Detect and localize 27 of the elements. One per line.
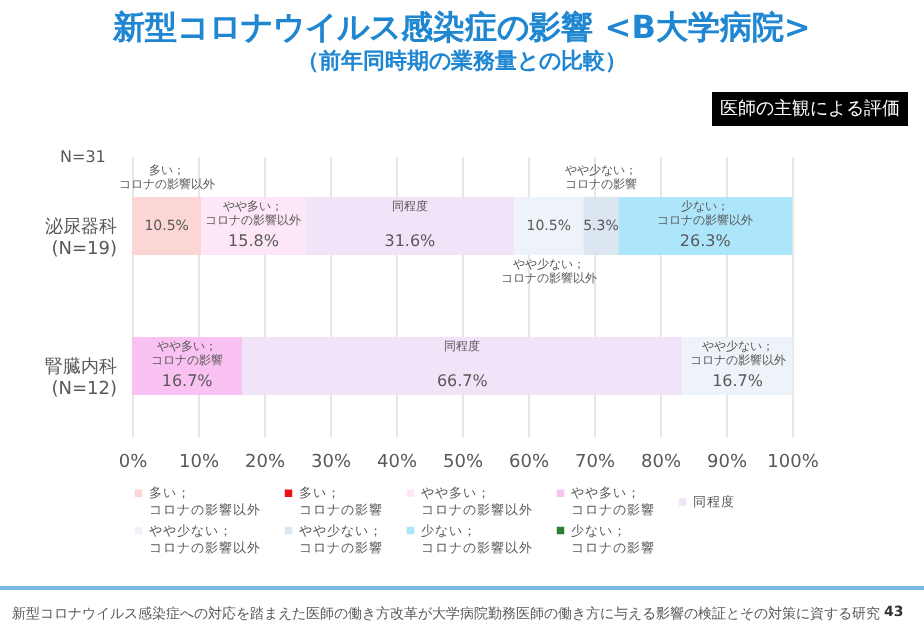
x-tick-label: 30%: [310, 453, 352, 473]
data-label: 16.7%: [712, 372, 764, 390]
data-label: 16.7%: [161, 372, 214, 390]
bar: [132, 197, 202, 255]
y-tick-label: 泌尿器科 (N=19): [45, 216, 117, 260]
x-tick-label: 50%: [442, 453, 484, 473]
data-label: 31.6%: [384, 232, 437, 250]
x-tick-label: 90%: [706, 453, 748, 473]
chart-subtitle: （前年同時期の業務量との比較）: [297, 48, 627, 74]
x-tick-label: 70%: [574, 453, 616, 473]
bar: [242, 337, 683, 395]
x-tick-label: 40%: [376, 453, 418, 473]
y-tick-label: 腎臓内科 (N=12): [45, 356, 117, 400]
x-tick-label: 80%: [640, 453, 682, 473]
chart-title: 新型コロナウイルス感染症の影響 <B大学病院>: [111, 8, 811, 46]
text: 医師の主観による評価: [712, 92, 908, 126]
x-tick-label: 0%: [118, 453, 149, 473]
bar: [514, 197, 584, 255]
x-tick-label: 10%: [178, 453, 220, 473]
data-label: 66.7%: [436, 372, 489, 390]
data-label: 26.3%: [679, 232, 732, 250]
x-tick-label: 60%: [508, 453, 550, 473]
text: N=31: [60, 148, 106, 166]
bar: [618, 197, 792, 255]
x-tick-label: 20%: [244, 453, 286, 473]
data-label: 15.8%: [228, 232, 280, 250]
x-tick-label: 100%: [767, 453, 820, 473]
